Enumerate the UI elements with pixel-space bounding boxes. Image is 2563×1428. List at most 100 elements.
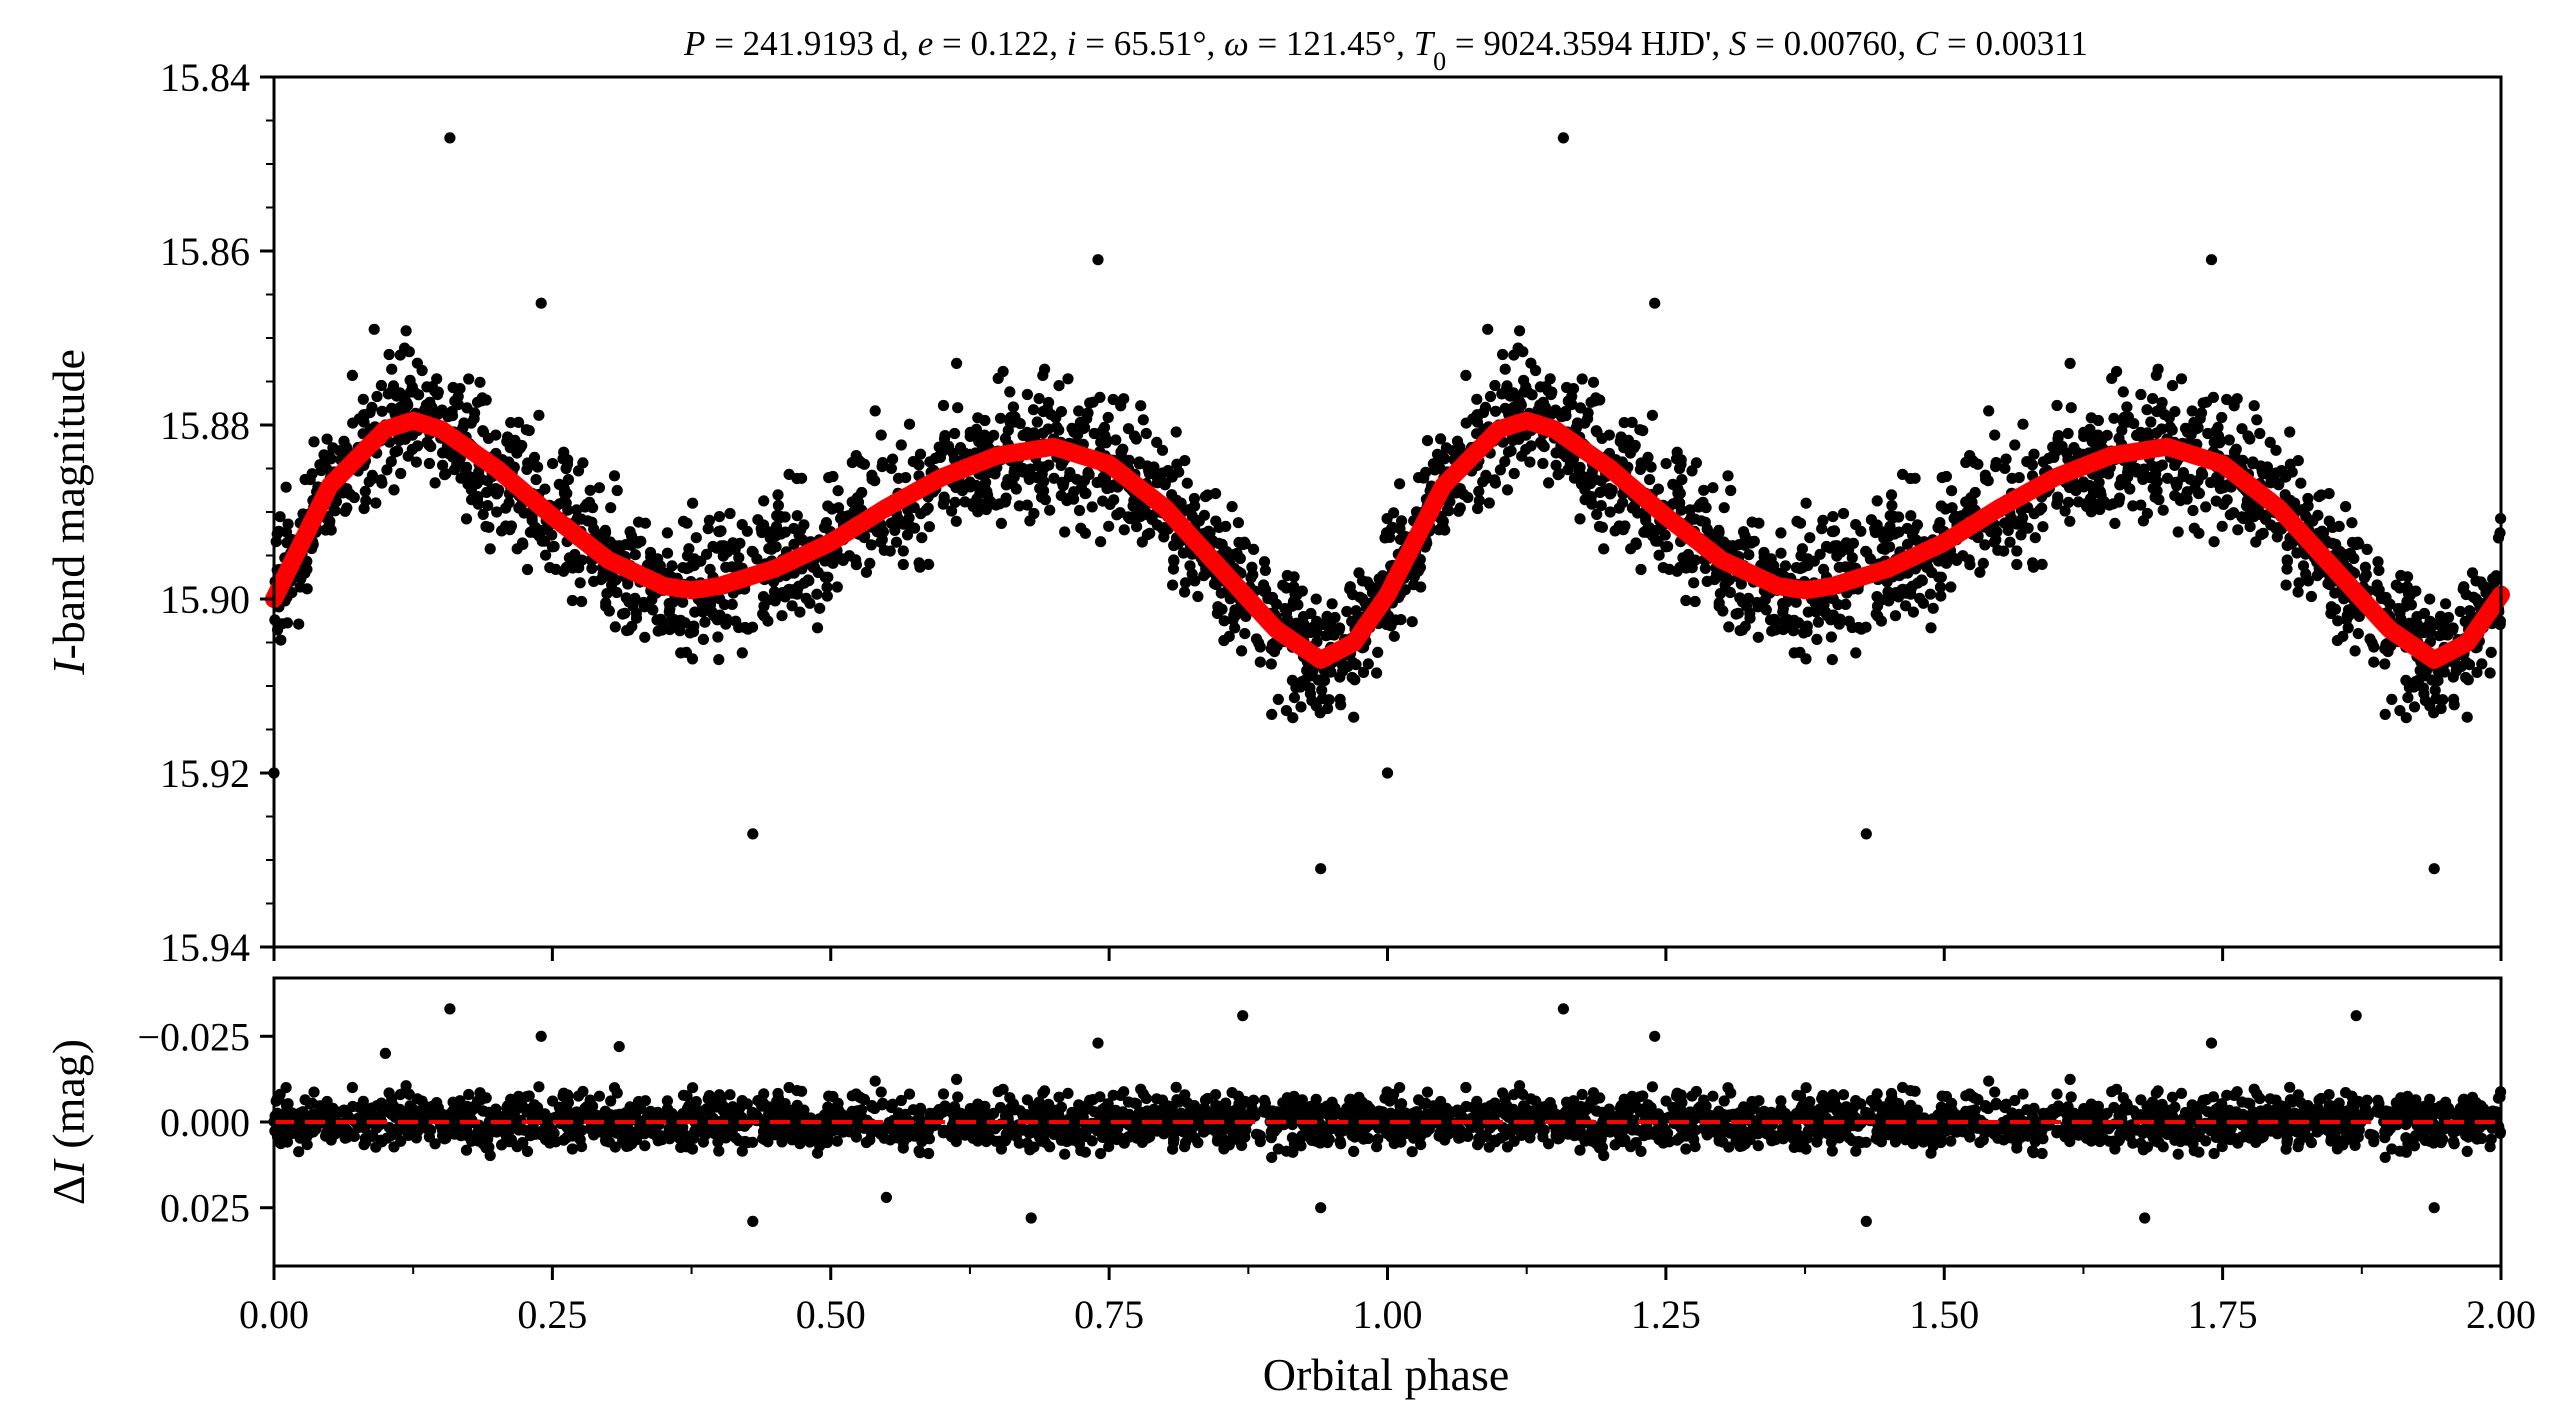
observation-point xyxy=(1258,556,1271,568)
observation-point xyxy=(1699,562,1711,575)
observation-point xyxy=(713,525,725,538)
observation-point xyxy=(1550,459,1562,471)
observation-point xyxy=(1317,692,1329,705)
observation-point xyxy=(423,457,435,470)
observation-point xyxy=(1552,469,1564,481)
observation-point xyxy=(346,369,358,381)
observation-point xyxy=(1710,532,1722,544)
observation-point xyxy=(713,654,725,666)
observation-point xyxy=(2156,459,2168,471)
observation-point xyxy=(764,526,776,538)
observation-point xyxy=(2062,496,2075,508)
observation-point xyxy=(1901,538,1914,551)
observation-point xyxy=(1520,381,1532,393)
observation-point xyxy=(811,588,823,600)
residual-point xyxy=(611,1087,623,1099)
observation-point xyxy=(2011,545,2023,557)
observation-point xyxy=(2450,665,2462,677)
observation-point xyxy=(724,507,736,520)
observation-point xyxy=(1108,479,1120,491)
observation-point xyxy=(1591,508,1603,520)
observation-point xyxy=(1847,537,1859,549)
observation-point xyxy=(299,473,311,486)
observation-point xyxy=(623,624,635,636)
observation-point xyxy=(2170,476,2182,488)
observation-point xyxy=(2386,693,2398,706)
observation-point xyxy=(425,441,437,453)
observation-point xyxy=(2177,467,2189,479)
observation-point xyxy=(2084,428,2096,440)
observation-point xyxy=(661,547,674,559)
observation-point xyxy=(400,325,412,337)
observation-point xyxy=(2151,485,2163,497)
observation-point xyxy=(2476,658,2488,670)
observation-point xyxy=(2435,618,2447,630)
observation-point xyxy=(822,500,834,512)
observation-point xyxy=(2051,399,2063,412)
observation-point xyxy=(1775,547,1787,559)
observation-point xyxy=(2121,401,2133,413)
observation-point xyxy=(1023,431,1035,443)
observation-point xyxy=(939,430,951,442)
observation-point xyxy=(814,602,826,614)
observation-point xyxy=(1725,484,1737,497)
observation-point xyxy=(2368,656,2380,668)
observation-point xyxy=(1168,555,1180,567)
observation-point xyxy=(860,566,873,578)
observation-point xyxy=(1322,702,1334,715)
observation-point xyxy=(605,502,617,514)
observation-point xyxy=(1781,596,1793,608)
residual-point xyxy=(577,1085,589,1098)
residual-point xyxy=(1574,1144,1586,1156)
observation-point xyxy=(1932,555,1945,567)
observation-point xyxy=(954,442,967,454)
observation-point xyxy=(586,562,598,575)
observation-point xyxy=(1598,543,1610,555)
observation-point xyxy=(2292,586,2304,598)
observation-point xyxy=(2065,402,2077,414)
observation-point xyxy=(856,486,868,499)
observation-point xyxy=(632,536,644,548)
observation-point xyxy=(1512,342,1524,354)
observation-point xyxy=(1738,526,1750,538)
observation-point xyxy=(1212,601,1224,613)
observation-point xyxy=(2284,426,2296,438)
observation-point xyxy=(1979,539,1991,551)
observation-point xyxy=(2027,557,2039,569)
observation-point xyxy=(779,526,792,538)
observation-point xyxy=(1735,578,1747,590)
observation-point xyxy=(1068,486,1080,498)
observation-point xyxy=(412,440,424,452)
observation-point xyxy=(1073,405,1085,417)
observation-point xyxy=(1371,667,1383,679)
observation-point xyxy=(1537,457,1549,470)
observation-point xyxy=(1135,400,1147,412)
observation-point xyxy=(1460,417,1472,429)
observation-point xyxy=(1561,381,1573,394)
observation-point xyxy=(1560,405,1572,418)
observation-point xyxy=(347,417,359,429)
observation-point xyxy=(1258,579,1270,591)
observation-point xyxy=(281,537,293,549)
observation-point xyxy=(1489,379,1501,392)
observation-point xyxy=(2302,500,2314,512)
observation-point xyxy=(617,608,629,620)
observation-point xyxy=(536,535,548,547)
observation-point xyxy=(2122,463,2134,475)
observation-point xyxy=(897,558,909,571)
observation-point xyxy=(923,521,936,533)
observation-point xyxy=(593,482,606,494)
observation-point xyxy=(2460,589,2472,601)
observation-point xyxy=(1893,526,1905,538)
observation-point xyxy=(2036,502,2048,514)
observation-point xyxy=(535,297,547,309)
observation-point xyxy=(1680,562,1692,574)
observation-point xyxy=(1394,523,1406,535)
observation-point xyxy=(783,468,795,480)
observation-point xyxy=(2186,405,2198,417)
observation-point xyxy=(2021,456,2033,468)
observation-point xyxy=(1038,485,1050,497)
observation-point xyxy=(2411,618,2423,630)
observation-point xyxy=(2221,494,2233,506)
observation-point xyxy=(1408,571,1420,583)
